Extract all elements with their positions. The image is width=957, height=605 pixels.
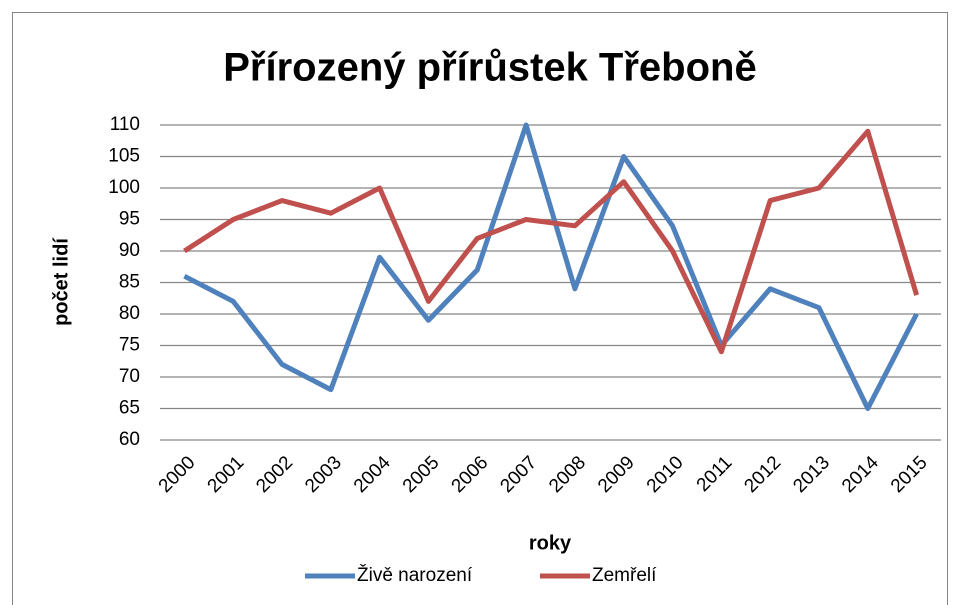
- y-tick-label: 65: [119, 398, 140, 419]
- x-axis-title: roky: [529, 532, 572, 554]
- y-tick-label: 60: [119, 429, 140, 450]
- y-axis-title: počet lidí: [50, 237, 72, 326]
- y-tick-label: 95: [119, 209, 140, 230]
- series-line: [183, 128, 919, 355]
- chart-border: [12, 12, 948, 605]
- series-line: [183, 122, 919, 411]
- y-tick-label: 85: [119, 272, 140, 293]
- y-tick-label: 80: [119, 303, 140, 324]
- legend-label: Živě narození: [357, 564, 473, 586]
- chart-title: Přírozený přírůstek Třeboně: [223, 46, 756, 90]
- y-tick-label: 70: [119, 366, 140, 387]
- y-tick-label: 100: [108, 177, 140, 198]
- y-tick-label: 105: [108, 146, 140, 167]
- y-tick-label: 75: [119, 335, 140, 356]
- y-tick-label: 90: [119, 240, 140, 261]
- y-tick-label: 110: [110, 114, 140, 135]
- legend-label: Zemřelí: [592, 565, 657, 586]
